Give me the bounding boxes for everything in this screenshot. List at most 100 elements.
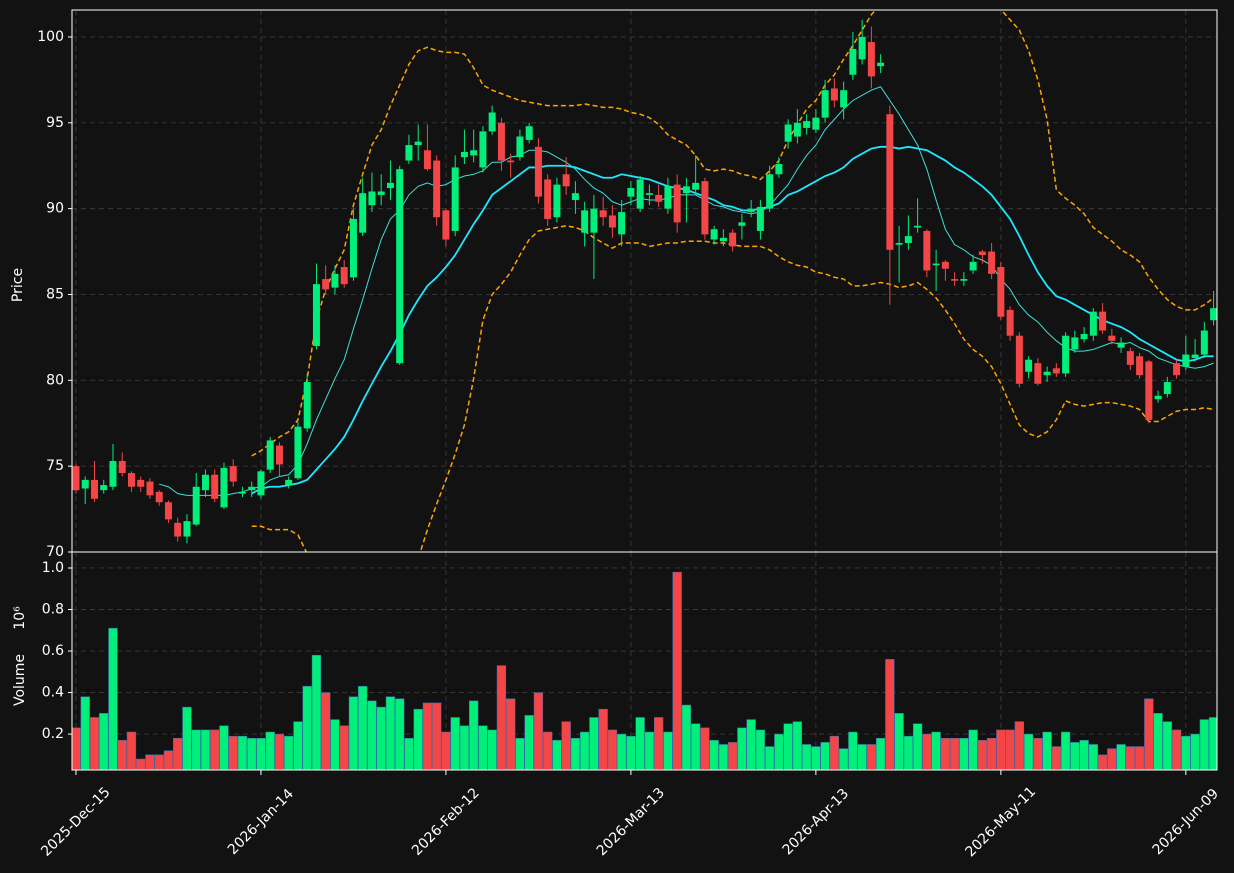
candle-body	[590, 208, 598, 233]
volume-bar	[173, 737, 183, 770]
volume-bar	[727, 742, 738, 770]
volume-bar	[1190, 733, 1200, 770]
y-axis-label: Volume	[12, 654, 28, 706]
volume-bar	[931, 731, 941, 770]
candle-body	[608, 215, 616, 228]
volume-bar	[478, 725, 488, 770]
candle-body	[331, 273, 339, 288]
volume-bar	[1033, 737, 1043, 770]
candle-body	[858, 36, 866, 60]
candle-body	[164, 502, 172, 520]
candle-body	[756, 206, 764, 231]
volume-bar	[811, 746, 821, 770]
candle-body	[1052, 368, 1060, 374]
candle-body	[1200, 330, 1208, 355]
candle-body	[1043, 371, 1051, 376]
volume-bar	[607, 729, 618, 770]
candle-body	[137, 479, 145, 487]
volume-bar	[1107, 748, 1117, 770]
candle-body	[174, 522, 182, 537]
candle-body	[534, 146, 542, 197]
volume-bar	[1070, 742, 1080, 770]
volume-bar	[820, 742, 830, 770]
volume-bar	[404, 737, 414, 770]
candle-body	[312, 284, 320, 346]
volume-bar	[626, 735, 636, 770]
candle-body	[562, 174, 570, 187]
volume-bar	[321, 692, 331, 770]
volume-bar	[1134, 746, 1145, 770]
candle-body	[118, 461, 126, 474]
volume-bar	[163, 750, 174, 770]
volume-bar	[1023, 733, 1034, 770]
volume-bar	[72, 727, 81, 770]
volume-bar	[126, 731, 137, 770]
y-tick-label: 0.2	[42, 726, 64, 742]
volume-bar	[1042, 731, 1052, 770]
candle-body	[479, 131, 487, 168]
candle-body	[830, 88, 838, 101]
volume-bar	[1060, 731, 1071, 770]
volume-bar	[589, 717, 599, 770]
candle-body	[497, 122, 505, 161]
candle-body	[997, 267, 1005, 317]
volume-bar	[635, 717, 645, 770]
volume-bar	[182, 706, 192, 770]
volume-bar	[561, 721, 571, 770]
candle-body	[951, 279, 959, 281]
volume-bar	[515, 737, 525, 770]
candle-body	[72, 466, 80, 491]
candle-body	[220, 467, 228, 508]
candle-body	[895, 242, 903, 245]
volume-bar	[792, 721, 803, 770]
plot-layer: 7075808590951000.20.40.60.81.02025-Dec-1…	[37, 10, 1222, 860]
volume-bar	[330, 719, 340, 770]
volume-bar	[506, 698, 516, 770]
candle-body	[377, 191, 385, 195]
volume-bar	[644, 731, 655, 770]
candle-body	[442, 210, 450, 240]
candle-body	[340, 267, 348, 285]
volume-bar	[191, 729, 201, 770]
candle-body	[460, 151, 468, 158]
candle-body	[192, 486, 200, 525]
volume-bar	[1162, 721, 1172, 770]
volume-bar	[422, 702, 433, 770]
volume-bar	[533, 692, 544, 770]
candle-body	[127, 473, 135, 487]
y-tick-label: 0.4	[42, 685, 64, 701]
volume-bar	[1125, 746, 1135, 770]
candle-body	[682, 186, 690, 194]
volume-bars	[72, 571, 1217, 770]
candle-body	[988, 251, 996, 274]
candle-body	[414, 141, 422, 146]
candle-body	[1191, 354, 1199, 358]
candle-body	[941, 261, 949, 269]
candle-body	[257, 471, 265, 496]
volume-bar	[829, 735, 840, 770]
volume-bar	[256, 737, 266, 770]
candle-body	[969, 261, 977, 271]
candle-body	[525, 126, 533, 140]
candle-body	[960, 279, 968, 281]
candle-body	[1145, 361, 1153, 420]
candle-body	[275, 445, 283, 465]
candle-body	[1089, 311, 1097, 336]
candle-body	[784, 124, 792, 142]
volume-bar	[959, 737, 969, 770]
volume-bar	[524, 715, 534, 770]
volume-bar	[80, 696, 90, 770]
volume-bar	[395, 698, 405, 770]
volume-frame	[71, 551, 1218, 771]
volume-bar	[783, 723, 793, 770]
volume-bar	[265, 731, 275, 770]
candle-body	[914, 225, 922, 228]
volume-bar	[99, 713, 109, 770]
volume-bar	[1144, 698, 1154, 770]
candle-body	[1006, 309, 1014, 336]
candle-body	[1080, 333, 1088, 340]
volume-bar	[1116, 744, 1126, 770]
volume-bar	[487, 729, 497, 770]
volume-bar	[570, 737, 581, 770]
volume-bar	[450, 717, 460, 770]
